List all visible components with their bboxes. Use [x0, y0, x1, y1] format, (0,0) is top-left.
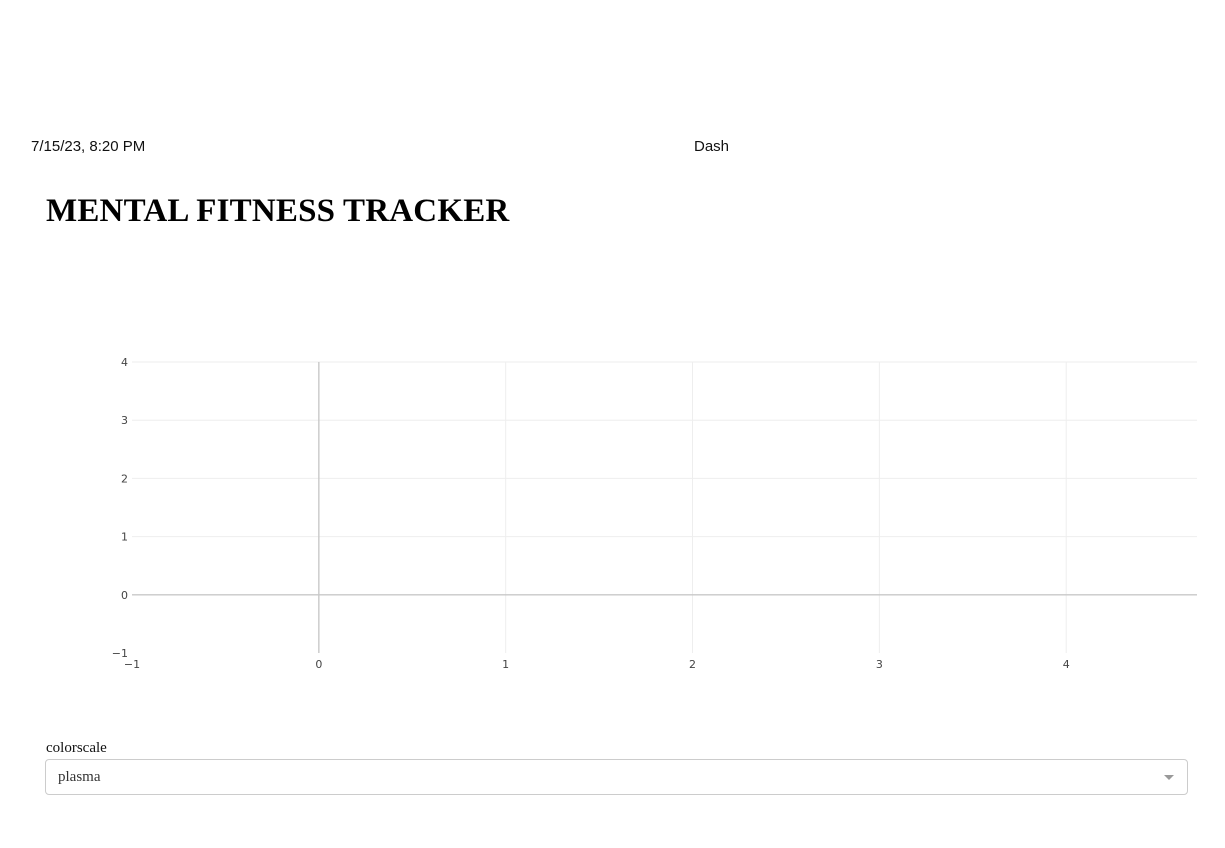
y-tick-label: 4 — [121, 356, 128, 369]
y-tick-label: −1 — [112, 647, 128, 660]
print-datetime: 7/15/23, 8:20 PM — [31, 138, 146, 155]
y-tick-label: 0 — [121, 589, 128, 602]
x-tick-label: −1 — [124, 658, 140, 671]
empty-graph[interactable]: −1 0 1 2 3 4 −1 0 1 2 3 4 — [0, 340, 1225, 685]
chevron-down-icon[interactable] — [1164, 775, 1174, 780]
x-tick-label: 0 — [315, 658, 322, 671]
x-tick-label: 4 — [1063, 658, 1070, 671]
y-tick-label: 3 — [121, 414, 128, 427]
x-tick-label: 2 — [689, 658, 696, 671]
page-title: MENTAL FITNESS TRACKER — [46, 193, 510, 229]
y-tick-label: 1 — [121, 531, 128, 544]
grid-layer — [132, 361, 1197, 653]
x-tick-label: 1 — [502, 658, 509, 671]
colorscale-dropdown[interactable]: plasma — [45, 759, 1188, 795]
colorscale-selected-value: plasma — [58, 769, 101, 785]
x-tick-label: 3 — [876, 658, 883, 671]
tick-layer: −1 0 1 2 3 4 −1 0 1 2 3 4 — [112, 356, 1070, 671]
print-app-title: Dash — [694, 138, 730, 155]
print-header: 7/15/23, 8:20 PM Dash — [31, 138, 1181, 158]
y-tick-label: 2 — [121, 472, 128, 485]
axis-layer — [132, 362, 1197, 653]
colorscale-label: colorscale — [46, 740, 107, 756]
